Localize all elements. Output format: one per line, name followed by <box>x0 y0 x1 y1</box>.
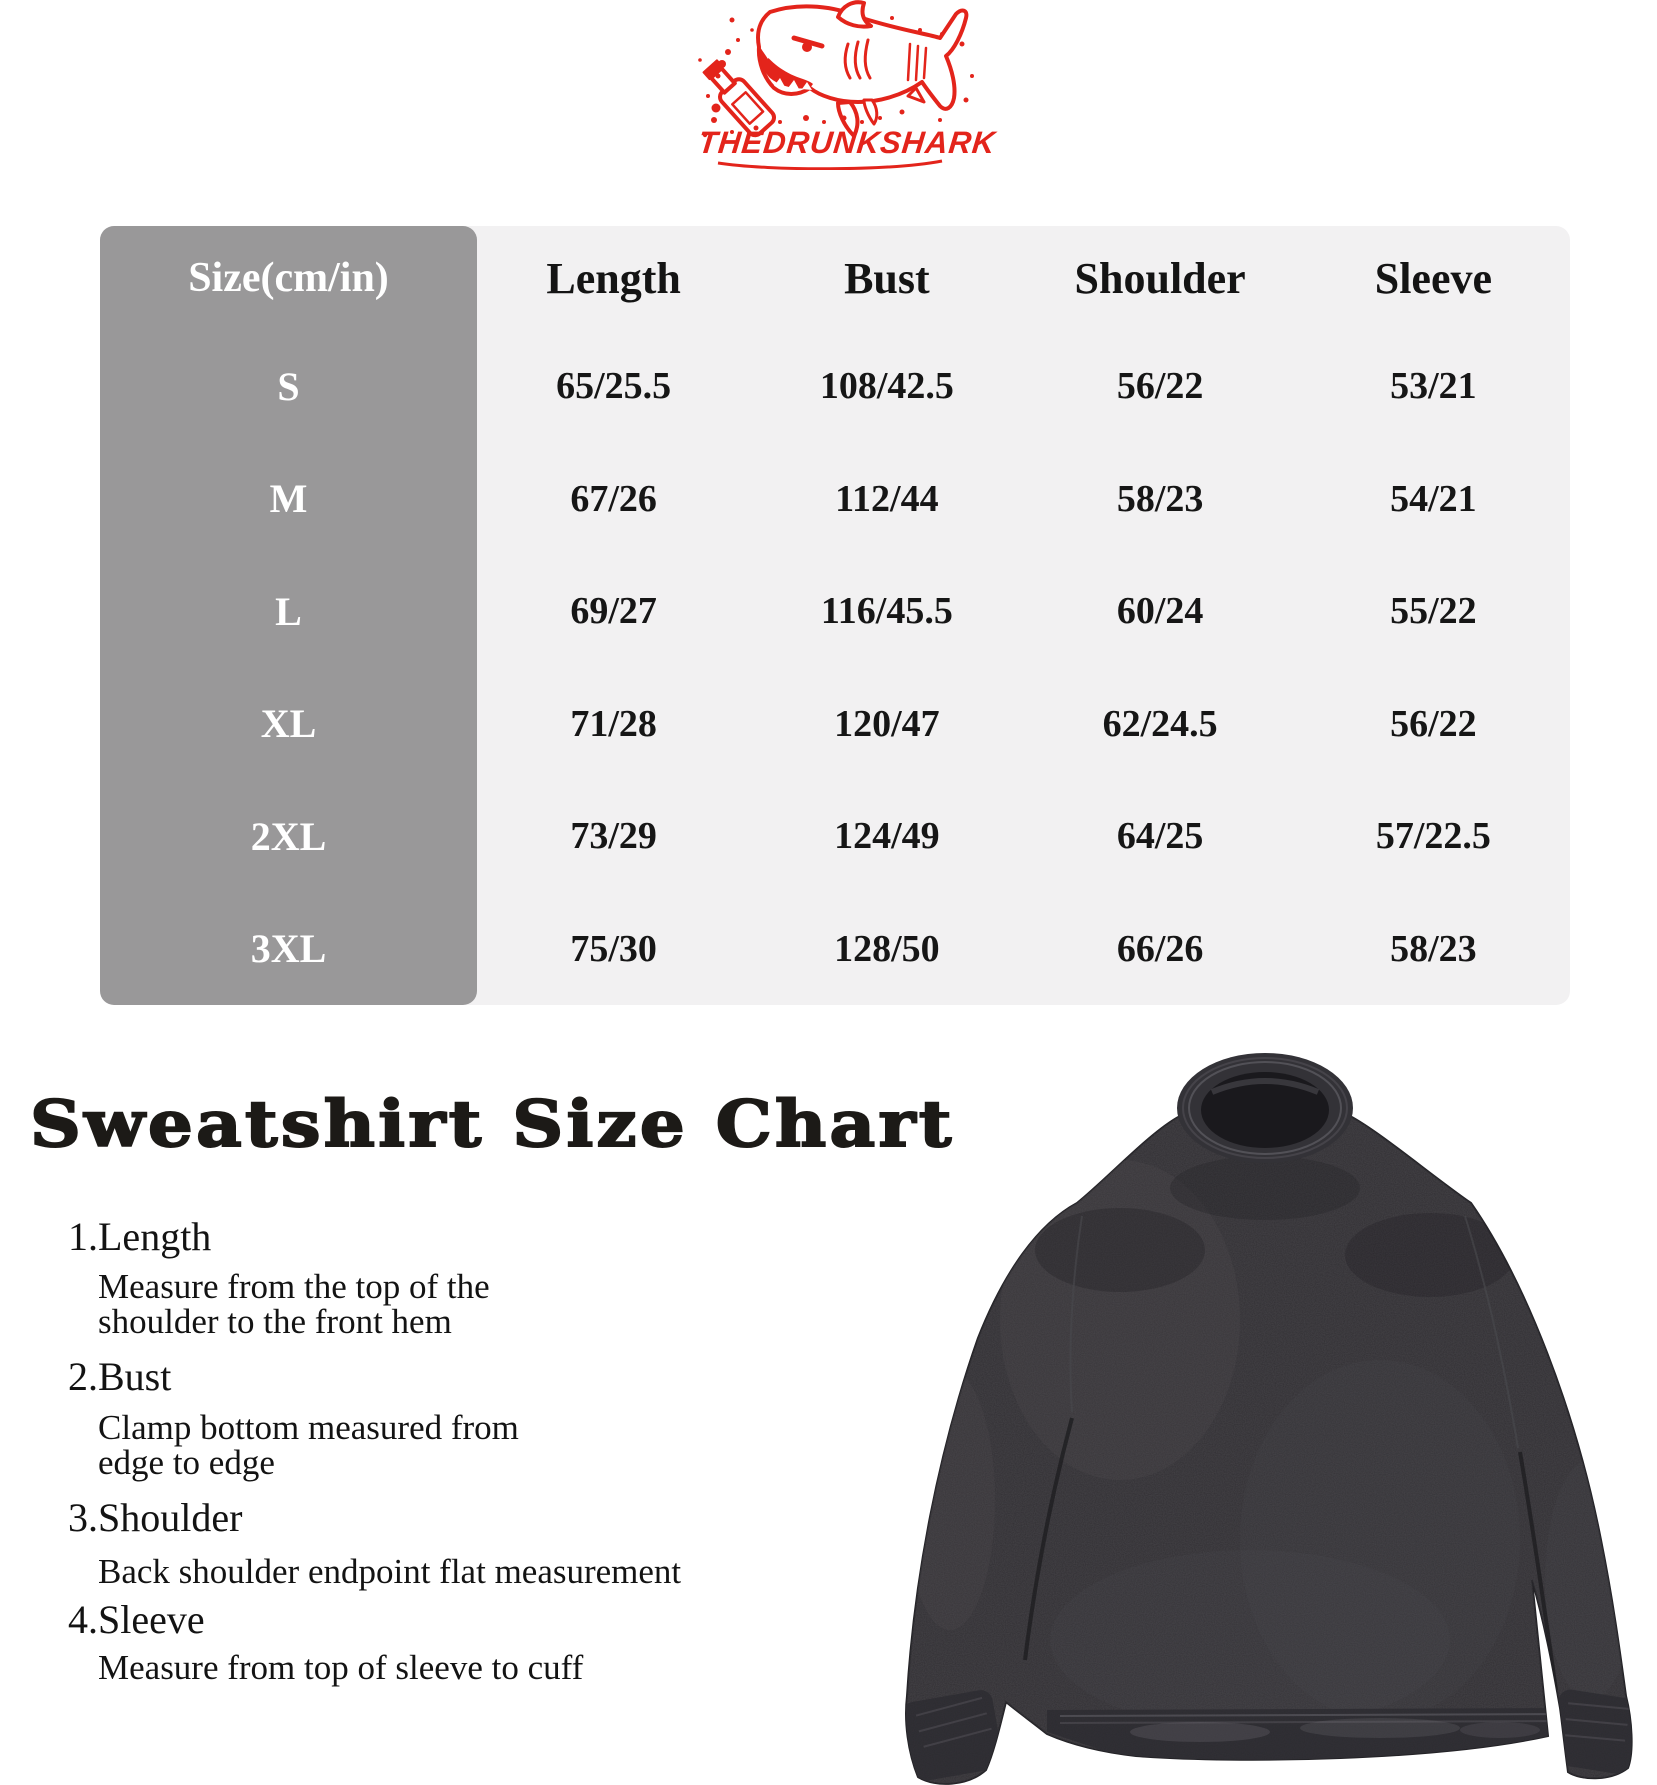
size-value-cell: 54/21 <box>1390 477 1477 520</box>
desc-line: Measure from top of sleeve to cuff <box>98 1648 584 1687</box>
column-header-length: Length <box>546 253 681 303</box>
size-value-cell: 128/50 <box>834 927 940 970</box>
size-value-cell: 66/26 <box>1116 927 1204 970</box>
guide-item-description: Measure from the top of the shoulder to t… <box>98 1269 490 1339</box>
size-value-cell: 62/24.5 <box>1102 702 1218 745</box>
guide-item-description: Measure from top of sleeve to cuff <box>98 1650 583 1685</box>
brand-logo: THEDRUNKSHARK <box>610 0 1050 170</box>
size-value-cell: 71/28 <box>570 702 657 745</box>
black-sweatshirt-illustration <box>905 1053 1633 1785</box>
size-value-cell: 124/49 <box>834 815 940 858</box>
size-column-background <box>100 226 477 1005</box>
size-value-cell: 53/21 <box>1390 365 1477 408</box>
size-row-label: 3XL <box>250 926 327 972</box>
size-value-cell: 56/22 <box>1116 365 1204 408</box>
desc-line: Measure from the top of the <box>98 1267 490 1306</box>
paint-splatter <box>698 16 974 138</box>
size-value-cell: 65/25.5 <box>556 365 672 408</box>
brand-name: THEDRUNKSHARK <box>697 125 999 160</box>
size-row-label: XL <box>260 701 317 747</box>
shark-eye <box>802 42 812 52</box>
size-value-cell: 75/30 <box>570 927 657 970</box>
size-row-label: 2XL <box>250 813 327 859</box>
size-value-cell: 112/44 <box>835 477 939 520</box>
guide-item-title: 2.Bust <box>68 1354 172 1399</box>
size-value-cell: 55/22 <box>1390 590 1477 633</box>
guide-item-title: 4.Sleeve <box>68 1597 205 1642</box>
size-value-cell: 58/23 <box>1390 927 1477 970</box>
desc-line: shoulder to the front hem <box>98 1302 452 1341</box>
size-value-cell: 56/22 <box>1390 702 1477 745</box>
size-row-label: M <box>269 476 308 522</box>
desc-line: Clamp bottom measured from <box>98 1408 519 1447</box>
unit-header: Size(cm/in) <box>188 255 389 301</box>
size-row-label: S <box>277 363 300 409</box>
size-value-cell: 67/26 <box>570 477 657 520</box>
size-value-cell: 69/27 <box>570 590 657 633</box>
size-value-cell: 108/42.5 <box>819 365 954 408</box>
size-value-cell: 73/29 <box>570 815 657 858</box>
size-value-cell: 116/45.5 <box>820 590 953 633</box>
column-header-sleeve: Sleeve <box>1374 253 1493 303</box>
drunk-shark-logo: THEDRUNKSHARK <box>697 0 999 170</box>
size-value-cell: 60/24 <box>1116 590 1204 633</box>
size-value-cell: 64/25 <box>1116 815 1204 858</box>
column-header-shoulder: Shoulder <box>1074 253 1246 303</box>
page-title: Sweatshirt Size Chart <box>29 1086 955 1163</box>
size-chart-table: Size(cm/in) Length Bust Shoulder Sleeve … <box>100 226 1570 1005</box>
size-value-cell: 58/23 <box>1116 477 1204 520</box>
desc-line: Back shoulder endpoint flat measurement <box>98 1552 682 1591</box>
size-value-cell: 120/47 <box>834 702 940 745</box>
size-value-cell: 57/22.5 <box>1375 815 1491 858</box>
size-row-label: L <box>275 588 302 634</box>
crewneck-collar <box>1177 1053 1353 1163</box>
guide-item-title: 3.Shoulder <box>68 1495 243 1540</box>
sweatshirt-product-image <box>820 1020 1657 1785</box>
column-header-bust: Bust <box>844 253 930 303</box>
underline-swoosh <box>717 159 943 170</box>
shark-mouth <box>759 47 813 89</box>
guide-item-title: 1.Length <box>68 1214 212 1259</box>
guide-item-description: Clamp bottom measured from edge to edge <box>98 1410 519 1480</box>
desc-line: edge to edge <box>98 1443 275 1482</box>
guide-item-description: Back shoulder endpoint flat measurement <box>98 1554 681 1589</box>
bottle-icon <box>702 59 777 138</box>
